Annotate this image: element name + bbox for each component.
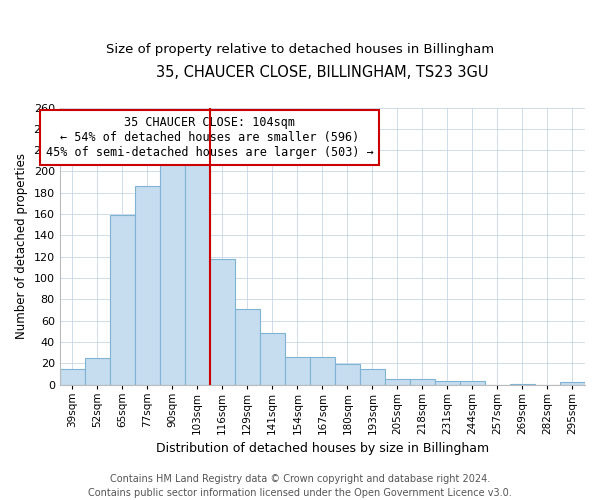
Bar: [410, 380, 435, 384]
Text: Size of property relative to detached houses in Billingham: Size of property relative to detached ho…: [106, 42, 494, 56]
Bar: [360, 368, 385, 384]
Bar: [160, 161, 185, 384]
Bar: [235, 309, 260, 384]
Bar: [110, 215, 135, 384]
Bar: [135, 186, 160, 384]
Bar: [260, 334, 285, 384]
Bar: [435, 382, 460, 384]
Title: 35, CHAUCER CLOSE, BILLINGHAM, TS23 3GU: 35, CHAUCER CLOSE, BILLINGHAM, TS23 3GU: [156, 65, 488, 80]
Bar: [185, 150, 210, 384]
Bar: [335, 364, 360, 384]
Bar: [310, 357, 335, 384]
Bar: [59, 368, 85, 384]
Y-axis label: Number of detached properties: Number of detached properties: [15, 153, 28, 339]
Bar: [210, 259, 235, 384]
Bar: [85, 358, 110, 384]
Text: Contains HM Land Registry data © Crown copyright and database right 2024.
Contai: Contains HM Land Registry data © Crown c…: [88, 474, 512, 498]
Bar: [285, 357, 310, 384]
X-axis label: Distribution of detached houses by size in Billingham: Distribution of detached houses by size …: [156, 442, 489, 455]
Text: 35 CHAUCER CLOSE: 104sqm
← 54% of detached houses are smaller (596)
45% of semi-: 35 CHAUCER CLOSE: 104sqm ← 54% of detach…: [46, 116, 373, 159]
Bar: [385, 380, 410, 384]
Bar: [460, 382, 485, 384]
Bar: [560, 382, 585, 384]
